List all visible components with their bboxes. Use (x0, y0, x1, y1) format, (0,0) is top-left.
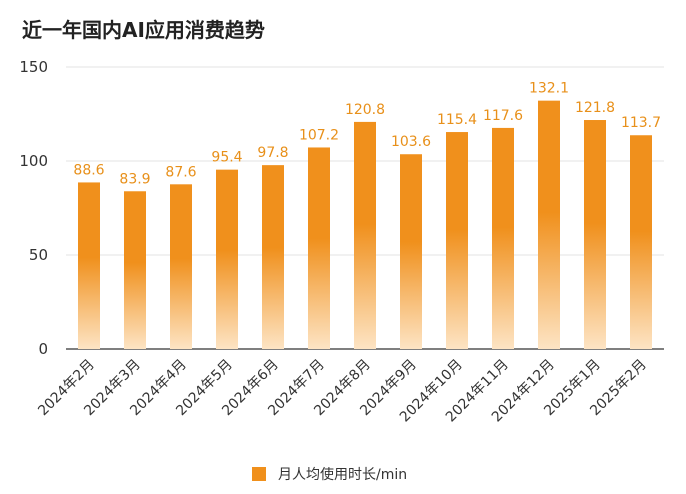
bar (262, 165, 284, 349)
bar (124, 191, 146, 349)
bar (354, 121, 376, 349)
y-tick-label: 100 (19, 152, 48, 170)
bar (308, 147, 330, 349)
data-label: 88.6 (73, 162, 104, 178)
bar (492, 127, 514, 349)
data-label: 115.4 (437, 112, 477, 128)
data-label: 107.2 (299, 127, 339, 143)
y-tick-label: 0 (38, 340, 48, 358)
data-label: 120.8 (345, 102, 385, 118)
bar (170, 184, 192, 349)
data-label: 132.1 (529, 81, 569, 97)
bar (446, 132, 468, 349)
bar (400, 154, 422, 349)
legend: 月人均使用时长/min (252, 464, 407, 484)
y-tick-label: 50 (29, 246, 48, 264)
y-tick-label: 150 (19, 58, 48, 76)
data-label: 117.6 (483, 108, 523, 124)
data-label: 97.8 (257, 145, 288, 161)
bar (78, 182, 100, 349)
data-label: 121.8 (575, 100, 615, 116)
bar (630, 135, 652, 349)
data-label: 113.7 (621, 115, 661, 131)
data-label: 95.4 (211, 150, 242, 166)
bar (538, 100, 560, 349)
legend-swatch (252, 467, 266, 481)
chart-title: 近一年国内AI应用消费趋势 (22, 18, 265, 42)
data-label: 87.6 (165, 164, 196, 180)
legend-label: 月人均使用时长/min (278, 467, 408, 483)
bar (216, 169, 238, 349)
data-label: 103.6 (391, 134, 431, 150)
data-label: 83.9 (119, 171, 150, 187)
bar (584, 120, 606, 350)
